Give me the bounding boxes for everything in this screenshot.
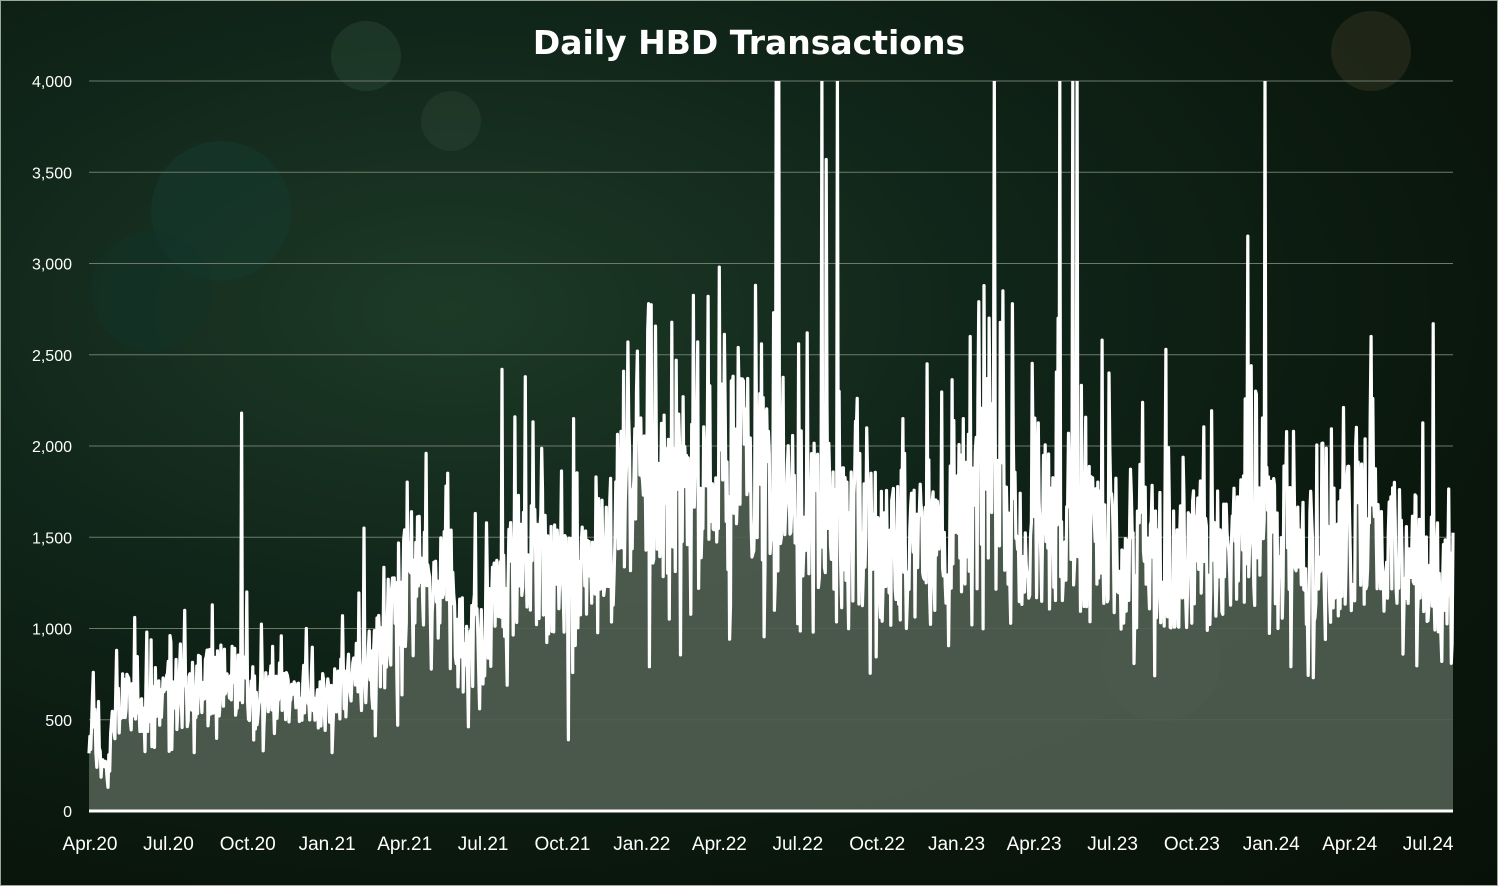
x-tick-label: Jan.24 bbox=[1243, 834, 1300, 855]
y-tick-label: 500 bbox=[45, 713, 72, 730]
y-tick-label: 4,000 bbox=[32, 74, 72, 91]
background-decoration bbox=[1331, 11, 1411, 91]
y-tick-label: 0 bbox=[63, 804, 72, 821]
x-axis-labels: Apr.20 Jul.20 Oct.20 Jan.21 Apr.21 Jul.21 Oct.… bbox=[63, 834, 1454, 855]
x-tick-label: Apr.20 bbox=[63, 834, 118, 855]
y-tick-label: 3,000 bbox=[32, 257, 72, 274]
x-tick-label: Apr.21 bbox=[377, 834, 432, 855]
y-tick-label: 2,000 bbox=[32, 439, 72, 456]
x-tick-label: Jul.24 bbox=[1403, 834, 1454, 855]
x-tick-label: Apr.24 bbox=[1322, 834, 1377, 855]
background-decoration bbox=[91, 231, 211, 351]
chart-title: Daily HBD Transactions bbox=[532, 23, 966, 62]
x-tick-label: Oct.21 bbox=[534, 834, 590, 855]
x-tick-label: Jan.22 bbox=[613, 834, 670, 855]
y-tick-label: 2,500 bbox=[32, 348, 72, 365]
y-axis-labels: 0 500 1,000 1,500 2,000 2,500 3,000 3,500 4,000 bbox=[32, 74, 72, 821]
background-decoration bbox=[421, 91, 481, 151]
x-tick-label: Jul.22 bbox=[773, 834, 824, 855]
x-tick-label: Jul.20 bbox=[143, 834, 194, 855]
x-tick-label: Jan.23 bbox=[928, 834, 985, 855]
x-tick-label: Oct.23 bbox=[1164, 834, 1220, 855]
x-tick-label: Apr.22 bbox=[692, 834, 747, 855]
x-tick-label: Oct.20 bbox=[220, 834, 276, 855]
x-tick-label: Oct.22 bbox=[849, 834, 905, 855]
x-tick-label: Jan.21 bbox=[299, 834, 356, 855]
x-tick-label: Apr.23 bbox=[1007, 834, 1062, 855]
background-decoration bbox=[331, 21, 401, 91]
y-tick-label: 1,500 bbox=[32, 530, 72, 547]
y-tick-label: 3,500 bbox=[32, 165, 72, 182]
series-line bbox=[87, 81, 1455, 789]
x-tick-label: Jul.21 bbox=[458, 834, 509, 855]
x-tick-label: Jul.23 bbox=[1087, 834, 1138, 855]
y-tick-label: 1,000 bbox=[32, 622, 72, 639]
